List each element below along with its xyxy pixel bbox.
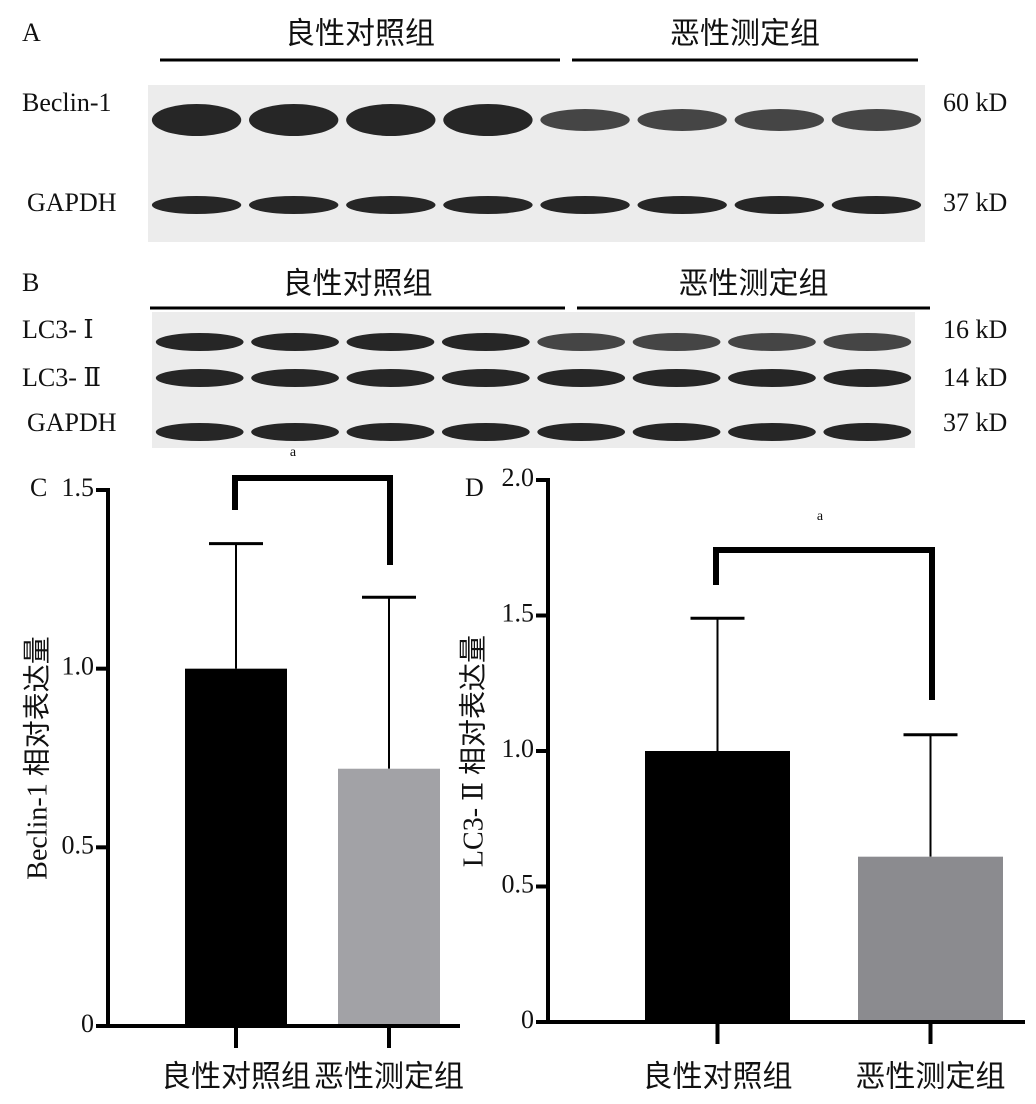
- row-label: Beclin-1: [22, 88, 112, 117]
- blot-band: [537, 333, 626, 351]
- blot-band: [823, 423, 912, 441]
- blot-band: [540, 196, 630, 214]
- bar: [338, 768, 440, 1026]
- row-label: LC3- Ⅰ: [22, 315, 94, 344]
- blot-band: [537, 423, 626, 441]
- blot-band: [251, 333, 339, 351]
- blot-band: [443, 104, 533, 136]
- blot-band: [728, 423, 816, 441]
- blot-band: [155, 369, 244, 387]
- blot-band: [346, 104, 436, 136]
- y-tick-label: 1.5: [502, 598, 535, 627]
- group-label: 恶性测定组: [679, 267, 829, 302]
- blot-band: [728, 333, 816, 351]
- significance-bracket: [232, 475, 393, 565]
- bar: [645, 751, 790, 1022]
- y-tick-label: 1.5: [62, 473, 95, 502]
- significance-label: a: [290, 445, 297, 460]
- y-tick-label: 0: [81, 1009, 94, 1038]
- blot-band: [249, 196, 339, 214]
- blot-band: [249, 104, 339, 136]
- blot-band: [251, 423, 339, 441]
- blot-band: [637, 196, 727, 214]
- blot-band: [831, 109, 922, 131]
- blot-band: [831, 196, 922, 214]
- size-label: 16 kD: [943, 315, 1007, 344]
- row-label: GAPDH: [27, 408, 117, 437]
- blot-band: [441, 333, 530, 351]
- blot-band: [734, 196, 824, 214]
- row-label: LC3- Ⅱ: [22, 363, 101, 392]
- bar: [185, 668, 287, 1026]
- group-label: 良性对照组: [283, 267, 433, 302]
- bar: [858, 856, 1003, 1022]
- y-tick-label: 0.5: [62, 830, 95, 859]
- blot-band: [346, 423, 435, 441]
- blot-band: [823, 369, 912, 387]
- blot-band: [537, 369, 626, 387]
- y-tick-label: 1.0: [502, 734, 535, 763]
- blot-band: [540, 109, 630, 131]
- y-tick-label: 1.0: [62, 652, 95, 681]
- blot-band: [632, 333, 721, 351]
- blot-band: [346, 333, 435, 351]
- blot-band: [155, 333, 244, 351]
- size-label: 37 kD: [943, 188, 1007, 217]
- blot-band: [443, 196, 533, 214]
- blot-band: [155, 423, 244, 441]
- panel-label: C: [30, 473, 47, 502]
- x-tick-label: 良性对照组: [643, 1060, 793, 1095]
- blot-band: [441, 423, 530, 441]
- blot-band: [251, 369, 339, 387]
- y-axis-title: LC3- Ⅱ 相对表达量: [457, 635, 489, 867]
- x-tick-label: 恶性测定组: [856, 1060, 1006, 1095]
- group-label: 良性对照组: [285, 17, 435, 52]
- blot-band: [632, 423, 721, 441]
- panel-label: A: [22, 18, 41, 47]
- x-tick-label: 良性对照组: [161, 1060, 311, 1095]
- blot-band: [632, 369, 721, 387]
- x-tick-label: 恶性测定组: [314, 1060, 464, 1095]
- blot-band: [637, 109, 727, 131]
- y-tick-label: 0.5: [502, 869, 535, 898]
- size-label: 60 kD: [943, 88, 1007, 117]
- blot-band: [151, 104, 242, 136]
- panel-label: D: [465, 473, 484, 502]
- blot-band: [734, 109, 824, 131]
- blot-band: [823, 333, 912, 351]
- significance-label: a: [817, 509, 824, 524]
- y-tick-label: 2.0: [502, 463, 535, 492]
- blot-band: [728, 369, 816, 387]
- size-label: 37 kD: [943, 408, 1007, 437]
- blot-band: [346, 196, 436, 214]
- blot-band: [151, 196, 242, 214]
- significance-bracket: [713, 547, 935, 700]
- blot-band: [346, 369, 435, 387]
- y-axis-title: Beclin-1 相对表达量: [21, 636, 53, 879]
- y-tick-label: 0: [521, 1005, 534, 1034]
- size-label: 14 kD: [943, 363, 1007, 392]
- row-label: GAPDH: [27, 188, 117, 217]
- blot-band: [441, 369, 530, 387]
- group-label: 恶性测定组: [670, 17, 820, 52]
- panel-label: B: [22, 268, 39, 297]
